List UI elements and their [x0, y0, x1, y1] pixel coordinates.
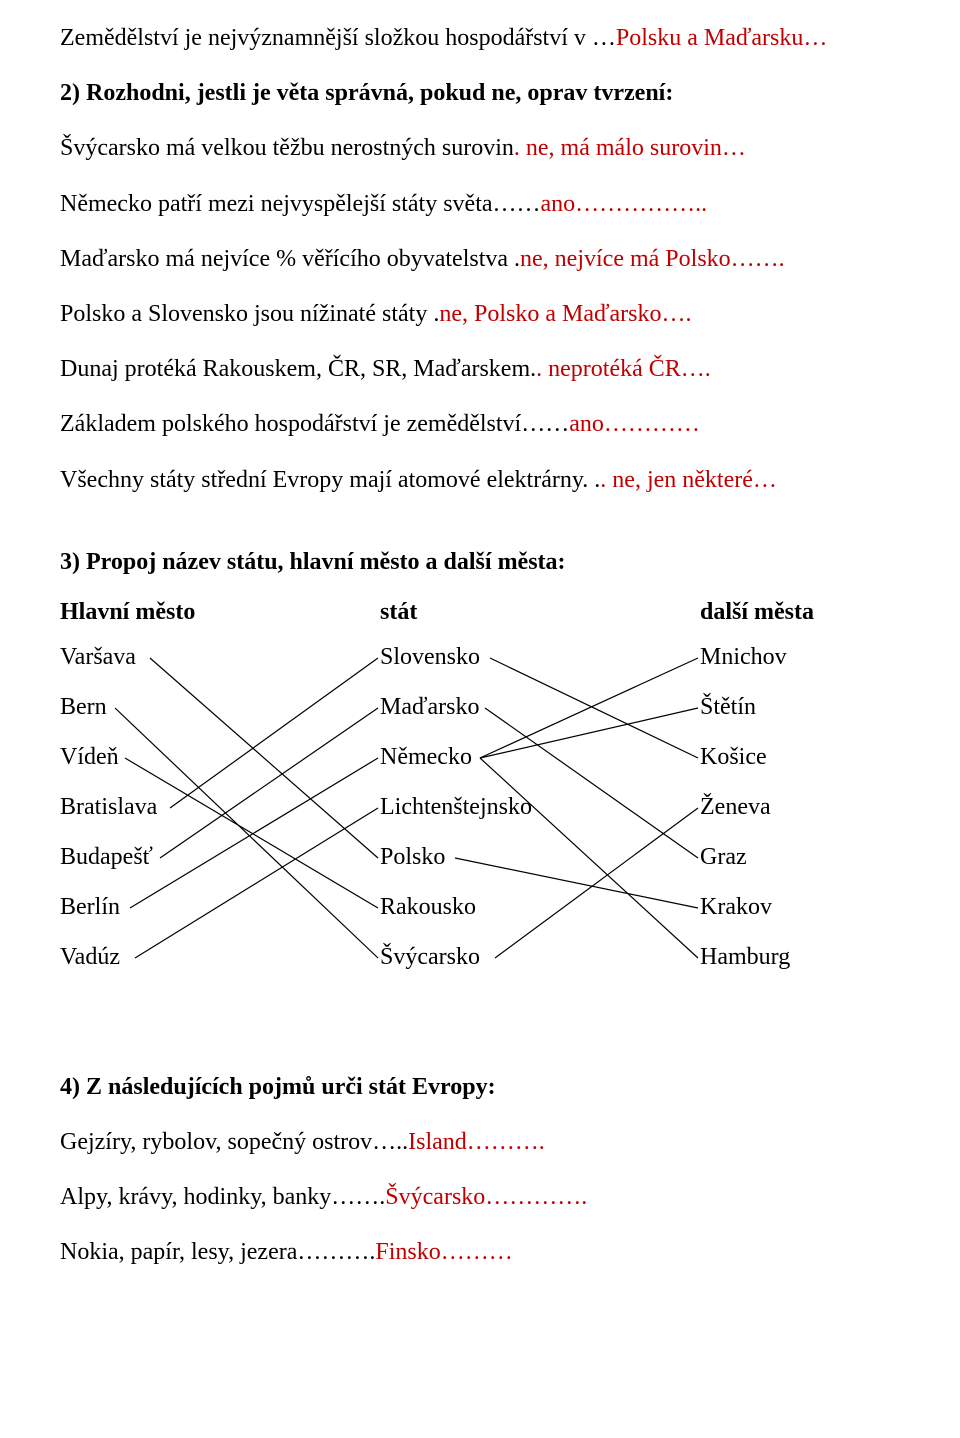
line-mid-right-4: [480, 758, 698, 958]
s2-line2-text: Německo patří mezi nejvyspělejší státy s…: [60, 191, 541, 217]
match-right-label-5: Krakov: [700, 894, 772, 921]
table3-header-col1: Hlavní město: [60, 599, 380, 626]
s2-line4-text: Polsko a Slovensko jsou nížinaté státy .: [60, 301, 439, 327]
s2-line5-text: Dunaj protéká Rakouskem, ČR, SR, Maďarsk…: [60, 356, 536, 382]
s2-line3-text: Maďarsko má nejvíce % věřícího obyvatels…: [60, 246, 520, 272]
match-mid-label-3: Lichtenštejnsko: [380, 794, 532, 821]
s2-line1-text: Švýcarsko má velkou těžbu nerostných sur…: [60, 135, 514, 161]
match-left-label-3: Bratislava: [60, 794, 157, 821]
s2-line2-answer: ano……………..: [541, 191, 708, 217]
match-mid-label-0: Slovensko: [380, 644, 480, 671]
s2-line3-answer: ne, nejvíce má Polsko…….: [520, 246, 785, 272]
s4-line2-answer: Švýcarsko………….: [385, 1184, 587, 1210]
s2-line1: Švýcarsko má velkou těžbu nerostných sur…: [60, 130, 900, 167]
line-mid-right-1: [485, 708, 698, 858]
match-right-label-3: Ženeva: [700, 794, 771, 821]
match-right-label-4: Graz: [700, 844, 747, 871]
line-mid-right-2: [480, 658, 698, 758]
s2-line1-answer: . ne, má málo surovin…: [514, 135, 746, 161]
match-right-label-2: Košice: [700, 744, 767, 771]
s4-line1: Gejzíry, rybolov, sopečný ostrov…..Islan…: [60, 1124, 900, 1161]
line-left-mid-4: [160, 708, 378, 858]
table3-headers: Hlavní město stát další města: [60, 599, 900, 626]
line-mid-right-6: [495, 808, 698, 958]
s4-line1-answer: Island……….: [408, 1129, 545, 1155]
s2-line6-answer: ano…………: [569, 411, 700, 437]
match-left-label-4: Budapešť: [60, 844, 153, 871]
s4-line2: Alpy, krávy, hodinky, banky…….Švýcarsko……: [60, 1179, 900, 1216]
match-left-label-6: Vadúz: [60, 944, 120, 971]
line-left-mid-5: [130, 758, 378, 908]
line-mid-right-5: [455, 858, 698, 908]
match-left-label-1: Bern: [60, 694, 107, 721]
line-left-mid-2: [125, 758, 378, 908]
match-right-label-6: Hamburg: [700, 944, 790, 971]
line-left-mid-3: [170, 658, 378, 808]
s4-line3-answer: Finsko………: [375, 1239, 512, 1265]
s4-line1-text: Gejzíry, rybolov, sopečný ostrov…..: [60, 1129, 408, 1155]
table3-header-col3: další města: [700, 599, 814, 626]
s4-line2-text: Alpy, krávy, hodinky, banky…….: [60, 1184, 385, 1210]
line-left-mid-6: [135, 808, 378, 958]
match-mid-label-4: Polsko: [380, 844, 445, 871]
match-mid-label-5: Rakousko: [380, 894, 476, 921]
s4-line3-text: Nokia, papír, lesy, jezera……….: [60, 1239, 375, 1265]
line-left-mid-1: [115, 708, 378, 958]
s2-line7: Všechny státy střední Evropy mají atomov…: [60, 462, 900, 499]
s4-line3: Nokia, papír, lesy, jezera……….Finsko………: [60, 1234, 900, 1271]
match-left-label-5: Berlín: [60, 894, 120, 921]
match-mid-label-2: Německo: [380, 744, 472, 771]
table3-header-col2: stát: [380, 599, 700, 626]
match-right-label-0: Mnichov: [700, 644, 787, 671]
line-left-mid-0: [150, 658, 378, 858]
match-left-label-2: Vídeň: [60, 744, 119, 771]
intro-answer: Polsku a Maďarsku…: [616, 25, 828, 51]
match-right-label-1: Štětín: [700, 694, 756, 721]
s2-line7-answer: . ne, jen některé…: [600, 467, 777, 493]
s2-line4: Polsko a Slovensko jsou nížinaté státy .…: [60, 296, 900, 333]
s2-line4-answer: ne, Polsko a Maďarsko….: [439, 301, 691, 327]
s2-line6: Základem polského hospodářství je zemědě…: [60, 406, 900, 443]
s2-line5: Dunaj protéká Rakouskem, ČR, SR, Maďarsk…: [60, 351, 900, 388]
match-left-label-0: Varšava: [60, 644, 136, 671]
intro-line: Zemědělství je nejvýznamnější složkou ho…: [60, 20, 900, 57]
match-mid-label-6: Švýcarsko: [380, 944, 480, 971]
line-mid-right-3: [480, 708, 698, 758]
match-mid-label-1: Maďarsko: [380, 694, 480, 721]
s2-line7-text: Všechny státy střední Evropy mají atomov…: [60, 467, 600, 493]
worksheet-page: Zemědělství je nejvýznamnější složkou ho…: [0, 0, 960, 1438]
s2-line3: Maďarsko má nejvíce % věřícího obyvatels…: [60, 241, 900, 278]
matching-diagram: Varšava Bern Vídeň Bratislava Budapešť Berlín…: [60, 644, 900, 1024]
section3-title: 3) Propoj název státu, hlavní město a da…: [60, 544, 900, 581]
line-mid-right-0: [490, 658, 698, 758]
s2-line2: Německo patří mezi nejvyspělejší státy s…: [60, 186, 900, 223]
s2-line5-answer: . neprotéká ČR….: [536, 356, 711, 382]
section2-title: 2) Rozhodni, jestli je věta správná, pok…: [60, 75, 900, 112]
section4-title: 4) Z následujících pojmů urči stát Evrop…: [60, 1069, 900, 1106]
intro-prefix: Zemědělství je nejvýznamnější složkou ho…: [60, 25, 616, 51]
s2-line6-text: Základem polského hospodářství je zemědě…: [60, 411, 569, 437]
